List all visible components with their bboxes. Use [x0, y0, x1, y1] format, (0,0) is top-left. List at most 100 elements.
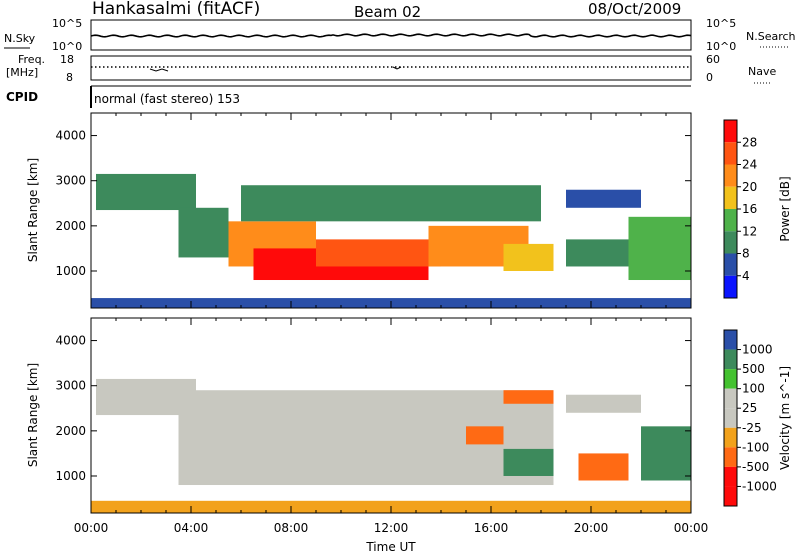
power-colorbar-cells — [724, 120, 737, 298]
x-tick-label: 00:00 — [674, 521, 709, 535]
heatmap-region — [178, 207, 229, 258]
colorbar-segment — [724, 164, 737, 187]
velocity-panel: 1000 2000 3000 4000 Slant Range [km] — [26, 317, 692, 514]
power-colorbar-ticks: 4 8 12 16 20 24 28 — [737, 135, 757, 283]
freq-wiggle — [149, 68, 169, 72]
freq-tick-bottom: 8 — [66, 71, 73, 84]
cpid-label: CPID — [6, 90, 38, 104]
y-tick-label: 4000 — [55, 334, 86, 348]
colorbar-segment — [724, 120, 737, 143]
noise-left-tick-top: 10^5 — [52, 17, 82, 30]
nave-tick-top: 60 — [706, 53, 720, 66]
colorbar-tick-label: -500 — [742, 460, 769, 474]
heatmap-region — [566, 394, 641, 413]
heatmap-region — [566, 239, 629, 267]
colorbar-tick-label: -100 — [742, 440, 769, 454]
power-y-ticks: 1000 2000 3000 4000 — [55, 129, 691, 278]
colorbar-tick-label: 12 — [742, 224, 757, 238]
colorbar-segment — [724, 253, 737, 276]
colorbar-segment — [724, 349, 737, 370]
colorbar-segment — [724, 447, 737, 467]
colorbar-tick-label: 16 — [742, 202, 757, 216]
colorbar-segment — [724, 466, 737, 487]
heatmap-region — [466, 426, 504, 445]
colorbar-segment — [724, 486, 737, 506]
x-tick-label: 08:00 — [274, 521, 309, 535]
freq-unit-label: [MHz] — [6, 66, 38, 79]
heatmap-region — [578, 453, 629, 481]
colorbar-segment — [724, 142, 737, 165]
velocity-cells — [91, 378, 691, 513]
y-tick-label: 2000 — [55, 424, 86, 438]
freq-label: Freq. — [18, 53, 45, 66]
nave-label: Nave — [748, 65, 776, 78]
noise-right-tick-top: 10^5 — [706, 17, 736, 30]
power-y-axis-label: Slant Range [km] — [26, 158, 40, 262]
colorbar-tick-label: 500 — [742, 362, 765, 376]
heatmap-region — [641, 426, 691, 481]
cpid-value: normal (fast stereo) 153 — [94, 92, 240, 106]
y-tick-label: 2000 — [55, 219, 86, 233]
colorbar-segment — [724, 275, 737, 298]
heatmap-region — [241, 185, 541, 222]
y-tick-label: 3000 — [55, 174, 86, 188]
velocity-colorbar-ticks: 1000 500 100 25 -25 -100 -500 -1000 — [737, 343, 777, 493]
power-colorbar-label: Power [dB] — [778, 176, 792, 241]
noise-right-tick-bottom: 10^0 — [706, 40, 736, 53]
colorbar-segment — [724, 408, 737, 428]
colorbar-segment — [724, 388, 737, 409]
station-title: Hankasalmi (fitACF) — [92, 0, 260, 19]
colorbar-tick-label: 8 — [742, 247, 750, 261]
colorbar-segment — [724, 231, 737, 254]
velocity-y-axis-label: Slant Range [km] — [26, 363, 40, 467]
freq-panel-frame — [90, 55, 692, 81]
colorbar-tick-label: 1000 — [742, 343, 773, 357]
heatmap-region — [96, 173, 196, 211]
power-panel: 1000 2000 3000 4000 Slant Range [km] — [26, 112, 692, 309]
colorbar-tick-label: -1000 — [742, 479, 777, 493]
velocity-colorbar: 1000 500 100 25 -25 -100 -500 -1000 Velocity [m… — [723, 329, 792, 507]
colorbar-segment — [724, 427, 737, 448]
nsearch-label: N.Search — [746, 30, 796, 43]
noise-left-tick-bottom: 10^0 — [52, 40, 82, 53]
colorbar-tick-label: 25 — [742, 401, 757, 415]
velocity-y-ticks: 1000 2000 3000 4000 — [55, 334, 691, 483]
heatmap-region — [503, 243, 554, 271]
freq-wiggle-2 — [392, 66, 402, 70]
nsky-label: N.Sky — [4, 32, 36, 45]
heatmap-region — [566, 189, 641, 208]
colorbar-tick-label: 20 — [742, 180, 757, 194]
colorbar-tick-label: 28 — [742, 135, 757, 149]
freq-tick-top: 18 — [60, 53, 74, 66]
colorbar-tick-label: 24 — [742, 158, 757, 172]
nave-tick-bottom: 0 — [706, 71, 713, 84]
y-tick-label: 1000 — [55, 469, 86, 483]
y-tick-label: 1000 — [55, 264, 86, 278]
heatmap-region — [316, 239, 441, 267]
y-tick-label: 4000 — [55, 129, 86, 143]
heatmap-region — [628, 216, 691, 281]
y-tick-label: 3000 — [55, 379, 86, 393]
x-tick-label: 16:00 — [474, 521, 509, 535]
x-tick-label: 04:00 — [174, 521, 209, 535]
power-x-ticks — [90, 113, 692, 308]
noise-sky-trace — [90, 33, 692, 38]
power-colorbar: 4 8 12 16 20 24 28 Power [dB] — [723, 119, 792, 299]
x-tick-label: 12:00 — [374, 521, 409, 535]
x-tick-label: 20:00 — [574, 521, 609, 535]
colorbar-tick-label: -25 — [742, 421, 762, 435]
date-title: 08/Oct/2009 — [588, 0, 681, 18]
colorbar-tick-label: 4 — [742, 269, 750, 283]
velocity-colorbar-label: Velocity [m s^-1] — [778, 366, 792, 470]
x-tick-labels: 00:00 04:00 08:00 12:00 16:00 20:00 00:00 — [74, 521, 709, 535]
colorbar-tick-label: 100 — [742, 382, 765, 396]
velocity-colorbar-frame — [723, 329, 738, 507]
colorbar-segment — [724, 330, 737, 350]
colorbar-segment — [724, 186, 737, 209]
x-tick-label: 00:00 — [74, 521, 109, 535]
velocity-x-ticks — [90, 318, 692, 513]
heatmap-region — [503, 448, 554, 476]
x-axis-label: Time UT — [365, 540, 416, 554]
colorbar-segment — [724, 209, 737, 232]
